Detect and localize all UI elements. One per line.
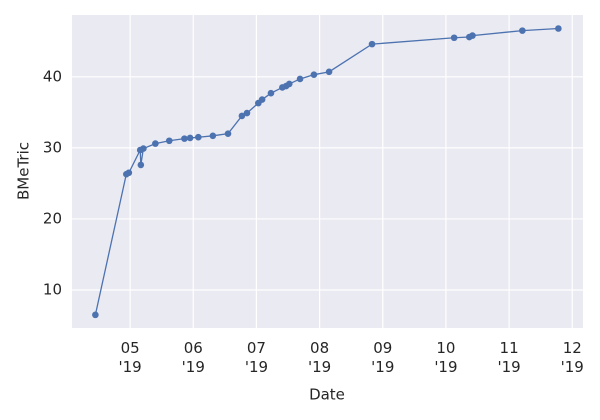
point	[267, 89, 275, 97]
point	[152, 140, 159, 147]
point	[140, 145, 147, 152]
y-tick-label: 30	[43, 138, 62, 156]
point	[125, 169, 133, 177]
point	[243, 109, 251, 117]
y-axis-label: BMeTric	[15, 142, 33, 200]
point	[224, 130, 232, 137]
point	[368, 40, 376, 48]
point	[296, 75, 304, 83]
point	[195, 133, 202, 141]
y-tick-label: 40	[43, 67, 62, 85]
point	[555, 25, 562, 32]
point	[450, 34, 458, 42]
point	[469, 32, 476, 39]
x-tick-label: 09'19	[371, 339, 394, 376]
y-tick-label: 20	[43, 209, 62, 227]
point	[285, 80, 293, 88]
x-tick-label: 12'19	[561, 339, 584, 376]
point	[137, 161, 145, 169]
x-tick-label: 07'19	[245, 339, 268, 376]
point	[310, 71, 318, 78]
point	[181, 135, 188, 142]
x-tick-label: 10'19	[434, 339, 457, 376]
y-tick-label: 10	[43, 280, 62, 298]
point	[238, 112, 246, 120]
x-tick-label: 11'19	[497, 339, 520, 376]
x-tick-label: 08'19	[308, 339, 331, 376]
point	[92, 311, 99, 319]
x-tick-label: 05'19	[119, 339, 142, 376]
point	[165, 137, 173, 145]
point	[325, 68, 333, 76]
point	[519, 27, 526, 34]
x-tick-label: 06'19	[182, 339, 205, 376]
point	[209, 132, 217, 140]
plot-area	[72, 15, 583, 328]
point	[186, 134, 194, 142]
point	[258, 96, 266, 103]
x-axis-label: Date	[309, 386, 345, 404]
